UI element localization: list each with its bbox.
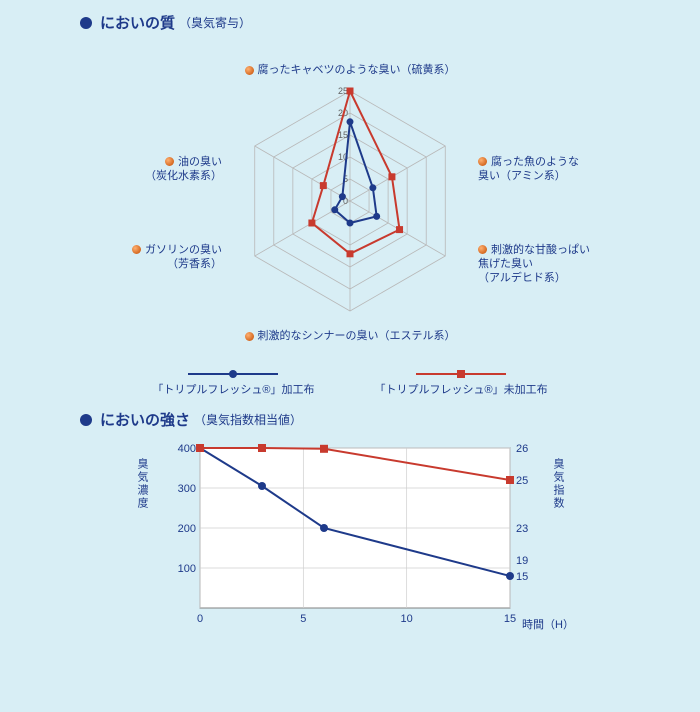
svg-text:25: 25 [516,475,528,487]
radar-axis-label: 刺激的なシンナーの臭い（エステル系） [230,329,470,343]
y-axis-right-label: 臭気指数 [550,458,566,510]
section-head-quality: においの質 （臭気寄与） [80,12,700,33]
legend-item-a: 「トリプルフレッシュ®」加工布 [152,367,314,397]
svg-text:19: 19 [516,555,528,567]
svg-text:200: 200 [178,523,196,535]
radar-axis-label: 刺激的な甘酸っぱい焦げた臭い（アルデヒド系） [478,243,628,286]
svg-text:300: 300 [178,483,196,495]
radar-svg: 0510152025 [80,41,620,361]
section-title: においの質 [100,12,175,33]
svg-text:26: 26 [516,443,528,455]
radar-chart: 0510152025 腐ったキャベツのような臭い（硫黄系）腐った魚のような臭い（… [80,41,620,361]
radar-axis-label: 油の臭い（炭化水素系） [72,155,222,184]
bullet-icon [80,414,92,426]
section-head-strength: においの強さ （臭気指数相当値） [80,409,700,430]
line-svg: 100 200 300 400 0 5 10 15 26 25 23 19 15 [170,438,530,628]
svg-text:15: 15 [504,613,516,625]
section-title: においの強さ [100,409,190,430]
legend-label: 「トリプルフレッシュ®」加工布 [152,381,314,397]
svg-text:100: 100 [178,563,196,575]
radar-axis-label: 腐った魚のような臭い（アミン系） [478,155,628,184]
svg-text:10: 10 [401,613,413,625]
line-chart: 臭気濃度 臭気指数 時間（H） 100200300400051015262523… [170,438,530,628]
svg-text:23: 23 [516,523,528,535]
x-axis-label: 時間（H） [522,616,574,632]
radar-axis-label: 腐ったキャベツのような臭い（硫黄系） [230,63,470,77]
svg-text:25: 25 [338,86,348,96]
svg-text:15: 15 [516,571,528,583]
legend: 「トリプルフレッシュ®」加工布 「トリプルフレッシュ®」未加工布 [0,367,700,397]
bullet-icon [80,17,92,29]
section-subtitle: （臭気指数相当値） [194,411,302,428]
y-axis-left-label: 臭気濃度 [134,458,150,510]
svg-text:5: 5 [300,613,306,625]
legend-item-b: 「トリプルフレッシュ®」未加工布 [375,367,548,397]
svg-text:400: 400 [178,443,196,455]
svg-text:0: 0 [197,613,203,625]
radar-axis-label: ガソリンの臭い（芳香系） [72,243,222,272]
legend-label: 「トリプルフレッシュ®」未加工布 [375,381,548,397]
section-subtitle: （臭気寄与） [179,14,251,31]
